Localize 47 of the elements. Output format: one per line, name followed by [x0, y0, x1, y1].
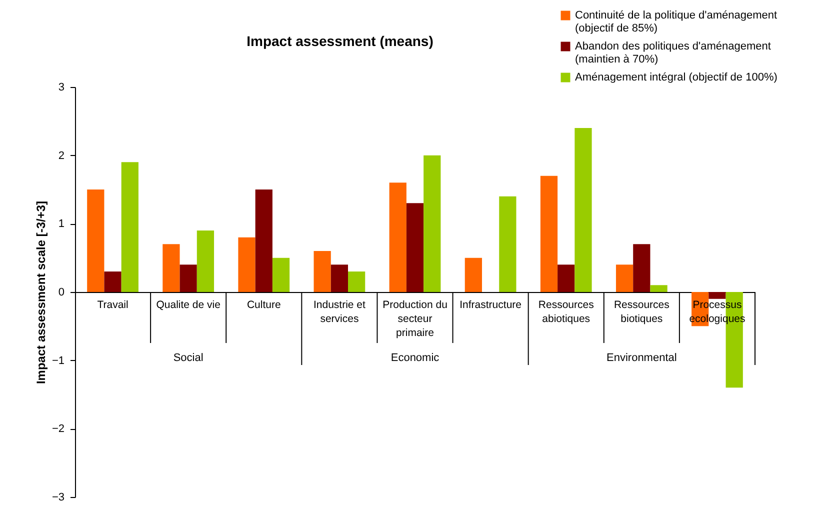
annotation: Social — [173, 352, 204, 364]
bar — [104, 272, 122, 292]
y-tick-label: −2 — [52, 423, 64, 436]
bar — [87, 190, 104, 292]
x-tick-label: Infrastructure — [460, 299, 522, 311]
y-axis-title: Impact assessment scale [-3/+3] — [34, 200, 48, 384]
y-tick-label: 2 — [58, 150, 64, 162]
y-tick-label: −3 — [52, 492, 64, 504]
bar — [633, 244, 650, 292]
bar — [389, 182, 406, 292]
bar — [314, 251, 331, 292]
bar — [196, 230, 214, 292]
x-tick-label: Industrie et services — [313, 299, 366, 325]
x-tick-label: Travail — [97, 299, 128, 311]
bar — [162, 244, 180, 292]
bar — [121, 162, 138, 292]
bar — [255, 190, 272, 292]
bar — [180, 264, 197, 292]
bar — [708, 292, 726, 299]
bar — [348, 272, 366, 292]
bar — [558, 264, 575, 292]
chart-title: Impact assessment (means) — [246, 33, 434, 49]
y-tick-label: 3 — [58, 82, 64, 94]
bar — [616, 264, 634, 292]
annotation: Environmental — [606, 352, 677, 364]
bar — [406, 203, 424, 292]
annotation: Economic — [390, 352, 440, 364]
bar — [464, 258, 482, 292]
bar — [424, 155, 441, 292]
y-tick-label: −1 — [52, 354, 64, 367]
legend-label: Aménagement intégral (objectif de 100%) — [575, 72, 778, 84]
bar — [330, 264, 348, 292]
legend-label: Abandon des politiques d'aménagement (maintien à 70%) — [575, 40, 771, 66]
x-tick-label: Qualite de vie — [156, 299, 221, 311]
legend-label: Continuité de la politique d'aménagement (objectif de 85%) — [575, 10, 778, 34]
x-tick-label: Ressources biotiques — [614, 299, 670, 325]
y-tick-label: 0 — [58, 286, 64, 298]
x-tick-label: Ressources abiotiques — [538, 299, 594, 325]
bar — [499, 196, 516, 292]
y-tick-label: 1 — [58, 218, 64, 230]
x-tick-label: Production du secteur primaire — [382, 299, 448, 339]
bar — [574, 128, 592, 292]
x-tick-label: Culture — [246, 299, 281, 311]
bar — [650, 285, 668, 292]
bar — [272, 258, 290, 292]
bar — [238, 237, 256, 292]
bar — [540, 176, 558, 292]
